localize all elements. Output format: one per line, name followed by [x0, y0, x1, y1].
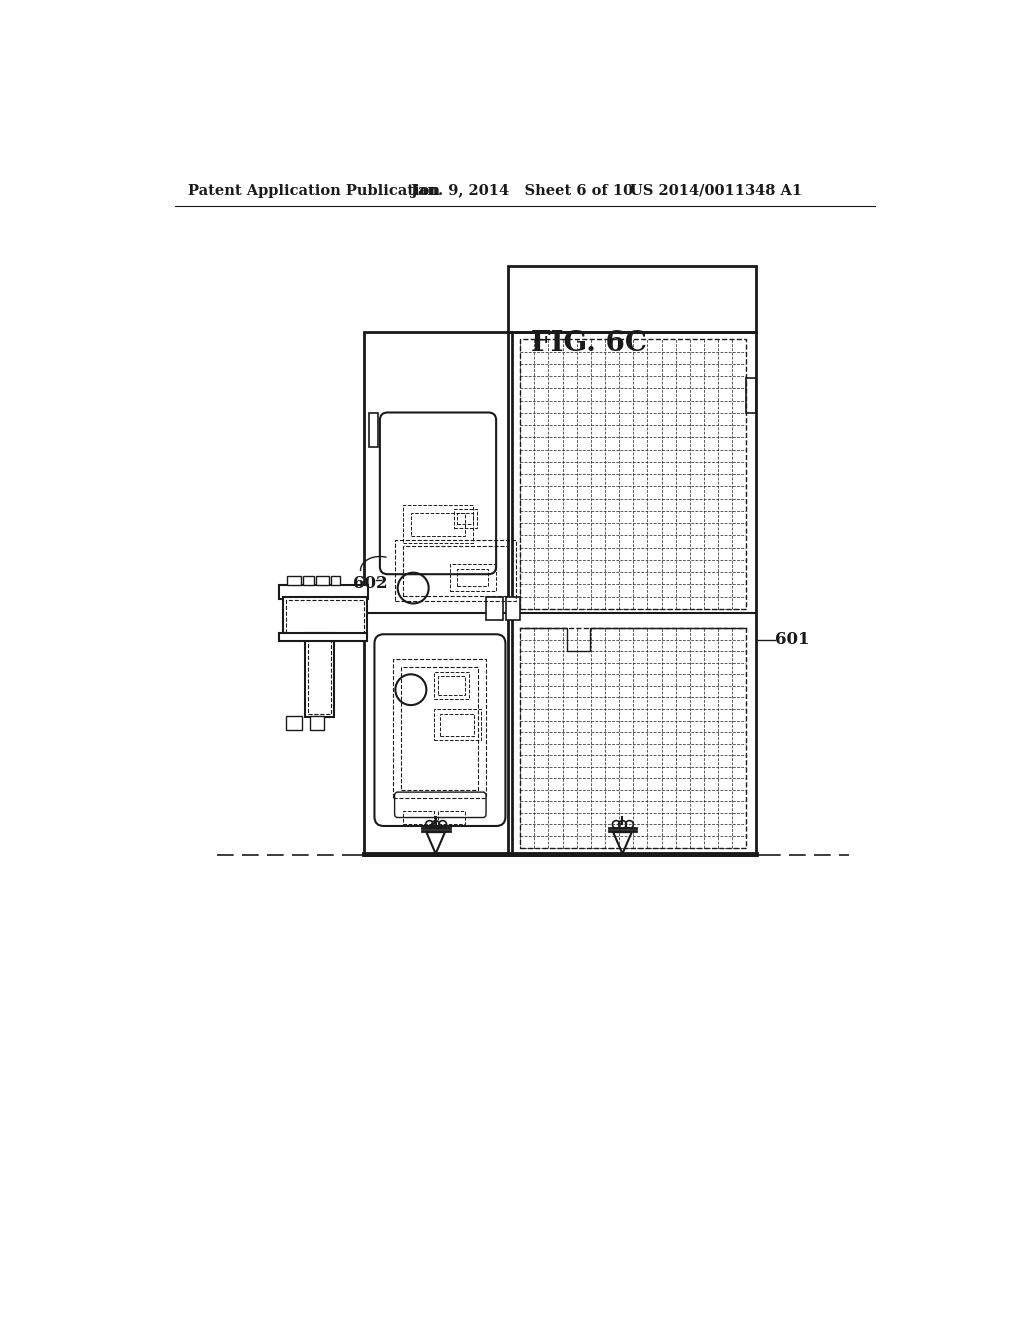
- Bar: [403, 810, 434, 825]
- Bar: [280, 634, 367, 642]
- Bar: [454, 508, 477, 528]
- Bar: [286, 715, 302, 730]
- Bar: [403, 545, 508, 595]
- Bar: [308, 636, 331, 714]
- Bar: [369, 413, 378, 447]
- Bar: [439, 714, 474, 737]
- Bar: [393, 659, 486, 797]
- Bar: [438, 810, 465, 825]
- Text: 601: 601: [775, 631, 810, 648]
- Text: US 2014/0011348 A1: US 2014/0011348 A1: [630, 183, 803, 198]
- Bar: [287, 576, 301, 585]
- Bar: [280, 585, 369, 599]
- Bar: [486, 597, 503, 620]
- Bar: [520, 628, 746, 847]
- Bar: [365, 331, 512, 855]
- Bar: [458, 512, 473, 524]
- Bar: [506, 597, 520, 620]
- Bar: [395, 540, 515, 601]
- Bar: [434, 709, 480, 739]
- Text: FIG. 6C: FIG. 6C: [531, 330, 647, 356]
- Bar: [520, 339, 746, 609]
- Bar: [508, 331, 756, 855]
- Bar: [434, 672, 469, 700]
- Bar: [450, 564, 496, 591]
- Bar: [746, 378, 756, 412]
- Bar: [303, 576, 314, 585]
- Bar: [316, 576, 329, 585]
- Bar: [438, 676, 465, 696]
- Bar: [458, 569, 488, 586]
- Text: Jan. 9, 2014   Sheet 6 of 10: Jan. 9, 2014 Sheet 6 of 10: [411, 183, 633, 198]
- Bar: [305, 634, 334, 717]
- Bar: [400, 667, 478, 789]
- Text: 602: 602: [352, 576, 387, 591]
- Bar: [508, 267, 756, 331]
- Bar: [331, 576, 340, 585]
- Text: Patent Application Publication: Patent Application Publication: [188, 183, 440, 198]
- Bar: [310, 715, 324, 730]
- Bar: [286, 601, 364, 632]
- Bar: [411, 512, 465, 536]
- Bar: [403, 506, 473, 544]
- Bar: [283, 598, 367, 636]
